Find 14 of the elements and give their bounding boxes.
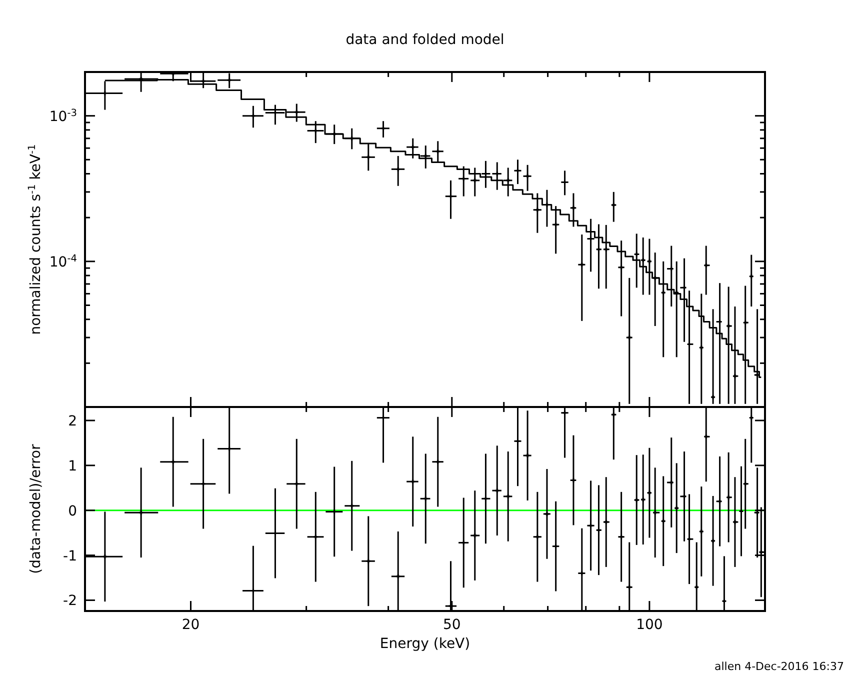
y-tick-label: 2 bbox=[68, 413, 77, 430]
x-tick-label: 50 bbox=[442, 617, 461, 633]
text: allen 4-Dec-2016 16:37 bbox=[714, 660, 844, 673]
y-tick-label: 10$^{-3}$ bbox=[49, 107, 77, 125]
y-tick-label: 0 bbox=[68, 503, 77, 520]
y-axis-title: (data-model)/error bbox=[28, 444, 44, 574]
chart-title: data and folded model bbox=[346, 32, 504, 48]
x-axis-title: Energy (keV) bbox=[380, 636, 470, 652]
y-tick-label: -1 bbox=[63, 548, 77, 564]
y-tick-label: 1 bbox=[68, 458, 77, 474]
x-tick-label: 20 bbox=[182, 617, 200, 633]
y-tick-label: -2 bbox=[63, 593, 77, 610]
x-tick-label: 100 bbox=[636, 617, 663, 633]
y-tick-label: 10$^{-4}$ bbox=[49, 252, 77, 270]
